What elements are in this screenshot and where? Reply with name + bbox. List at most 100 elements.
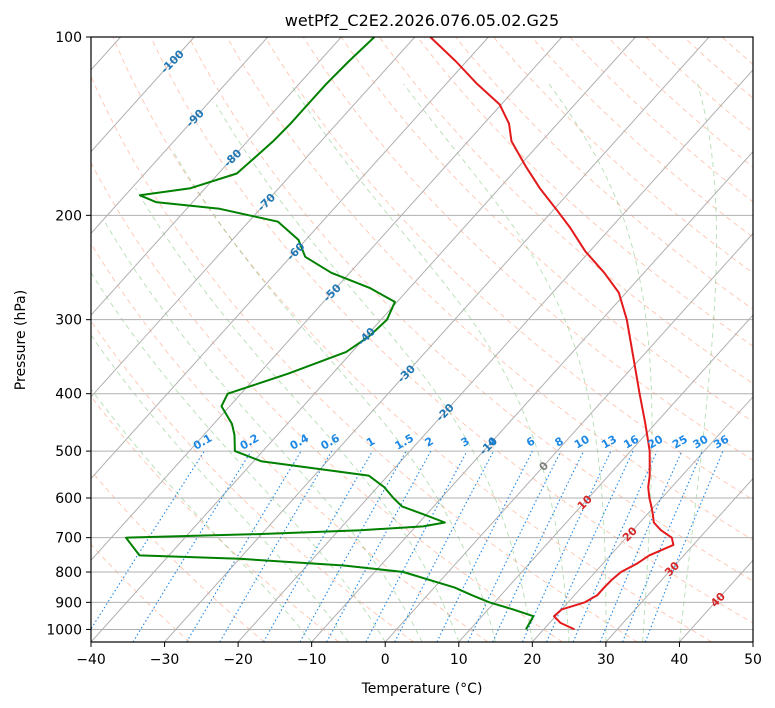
y-tick-label: 900 [55, 595, 82, 611]
moist-adiabat-line [678, 83, 717, 642]
mixing-ratio-label: 8 [553, 435, 566, 450]
y-tick-label: 800 [55, 565, 82, 581]
dry-adiabat-line [378, 37, 753, 385]
line-labels: 0.1 0.2 0.4 0.6 1 1.5 2 3 4 6 8 10 13 16 20 25 30 36-100-… [158, 47, 731, 610]
isotherm-gridline [91, 37, 342, 316]
mixing-ratio-label: 3 [459, 435, 472, 450]
x-tick-label: −20 [223, 652, 253, 668]
isotherm-gridline [605, 477, 753, 642]
x-tick-label: 30 [597, 652, 615, 668]
isotherm-gridline [91, 37, 269, 235]
mixing-ratio-line [622, 450, 703, 642]
dry-adiabat-line [91, 395, 340, 642]
mixing-ratio-line [326, 450, 432, 642]
x-tick-label: −40 [76, 652, 106, 668]
y-tick-label: 500 [55, 444, 82, 460]
dry-adiabat-line [607, 37, 753, 168]
moist-adiabat-line [135, 187, 460, 642]
dry-adiabat-line [340, 37, 753, 423]
temperature-profile-line [429, 37, 675, 631]
dry-adiabat-line [721, 37, 753, 65]
isotherm-gridline [164, 37, 710, 642]
moist-adiabat-line [290, 83, 570, 642]
dewpoint-profile-line [125, 37, 535, 630]
dry-adiabat-line [264, 37, 753, 501]
y-tick-label: 200 [55, 208, 82, 224]
mixing-ratio-label: 2 [423, 435, 436, 450]
moist-adiabat-line [171, 149, 497, 642]
mixing-ratio-line [467, 450, 562, 642]
plot-area [125, 37, 675, 631]
mixing-ratio-label: 0.4 [288, 431, 312, 452]
chart-title: wetPf2_C2E2.2026.076.05.02.G25 [285, 11, 559, 31]
mixing-ratio-line [365, 450, 468, 642]
isotherm-gridline [531, 396, 753, 642]
y-tick-label: 300 [55, 313, 82, 329]
plot-frame [90, 36, 754, 643]
dry-adiabat-line [226, 37, 753, 541]
x-tick-label: −30 [150, 652, 180, 668]
mixing-ratio-label: 0.6 [318, 431, 342, 452]
x-tick-label: 10 [450, 652, 468, 668]
y-tick-label: 100 [55, 30, 82, 46]
mixing-ratio-label: 13 [599, 433, 619, 452]
dry-adiabat-line [91, 161, 563, 642]
isotherm-gridline [91, 37, 416, 398]
mixing-ratio-line [546, 450, 634, 642]
mixing-ratio-label: 16 [621, 432, 641, 451]
mixing-ratio-label: 30 [691, 432, 711, 451]
dry-adiabat-line [683, 37, 753, 99]
isotherm-gridline [91, 37, 195, 153]
mixing-ratio-label: 10 [572, 432, 592, 451]
x-axis-label: Temperature (°C) [361, 681, 483, 697]
dry-adiabat-line [493, 37, 753, 274]
isotherm-gridline [458, 314, 753, 642]
mixing-ratio-line [599, 450, 683, 642]
dry-adiabat-line [455, 37, 753, 310]
x-tick-label: 50 [744, 652, 762, 668]
moist-adiabat-line [91, 271, 386, 642]
isotherm-gridline [237, 69, 753, 642]
dry-adiabat-line [91, 75, 638, 642]
mixing-ratio-line [186, 450, 302, 642]
mixing-ratio-line [263, 450, 373, 642]
x-tick-label: 40 [671, 652, 689, 668]
mixing-ratio-line [91, 450, 205, 630]
plot-background [91, 37, 775, 642]
dry-adiabat-line [112, 37, 713, 642]
x-tick-label: −10 [297, 652, 327, 668]
mixing-ratio-line [299, 450, 407, 642]
mixing-ratio-label: 1.5 [393, 432, 416, 453]
mixing-ratio-label: 1 [364, 435, 377, 450]
moist-adiabat-line [215, 104, 533, 642]
dry-adiabat-line [91, 320, 414, 642]
moist-adiabat-line [104, 221, 423, 642]
y-axis-label: Pressure (hPa) [13, 290, 29, 390]
moist-adiabat-line [548, 83, 653, 642]
moist-adiabat-line [403, 83, 607, 642]
dry-adiabat-line [417, 37, 753, 347]
y-axis: 100 200 300 400 500 600 700 800 900 1000 [46, 30, 91, 638]
mixing-ratio-label: 6 [524, 434, 537, 449]
isotherm-gridline [679, 559, 753, 642]
x-tick-label: 20 [523, 652, 541, 668]
mixing-ratio-line [436, 450, 533, 642]
mixing-ratio-line [572, 450, 658, 642]
dry-adiabat-line [531, 37, 753, 238]
y-tick-label: 1000 [46, 622, 82, 638]
dry-adiabat-line [150, 37, 753, 624]
x-axis: −40 −30 −20 −10 0 10 20 30 40 50 [76, 642, 762, 668]
isotherm-label: -100 [158, 47, 187, 76]
dry-adiabat-line [760, 37, 775, 642]
dry-adiabat-line [91, 469, 265, 642]
isotherm-gridline [91, 37, 489, 480]
y-tick-label: 700 [55, 531, 82, 547]
dry-adiabat-line [188, 37, 753, 582]
isotherm-gridline [91, 37, 563, 562]
mixing-ratio-label: 0.2 [238, 432, 261, 453]
dry-adiabat-line [645, 37, 753, 133]
isotherm-gridline [752, 641, 753, 642]
isotherm-gridline [384, 232, 753, 642]
mixing-ratio-line [132, 450, 252, 642]
